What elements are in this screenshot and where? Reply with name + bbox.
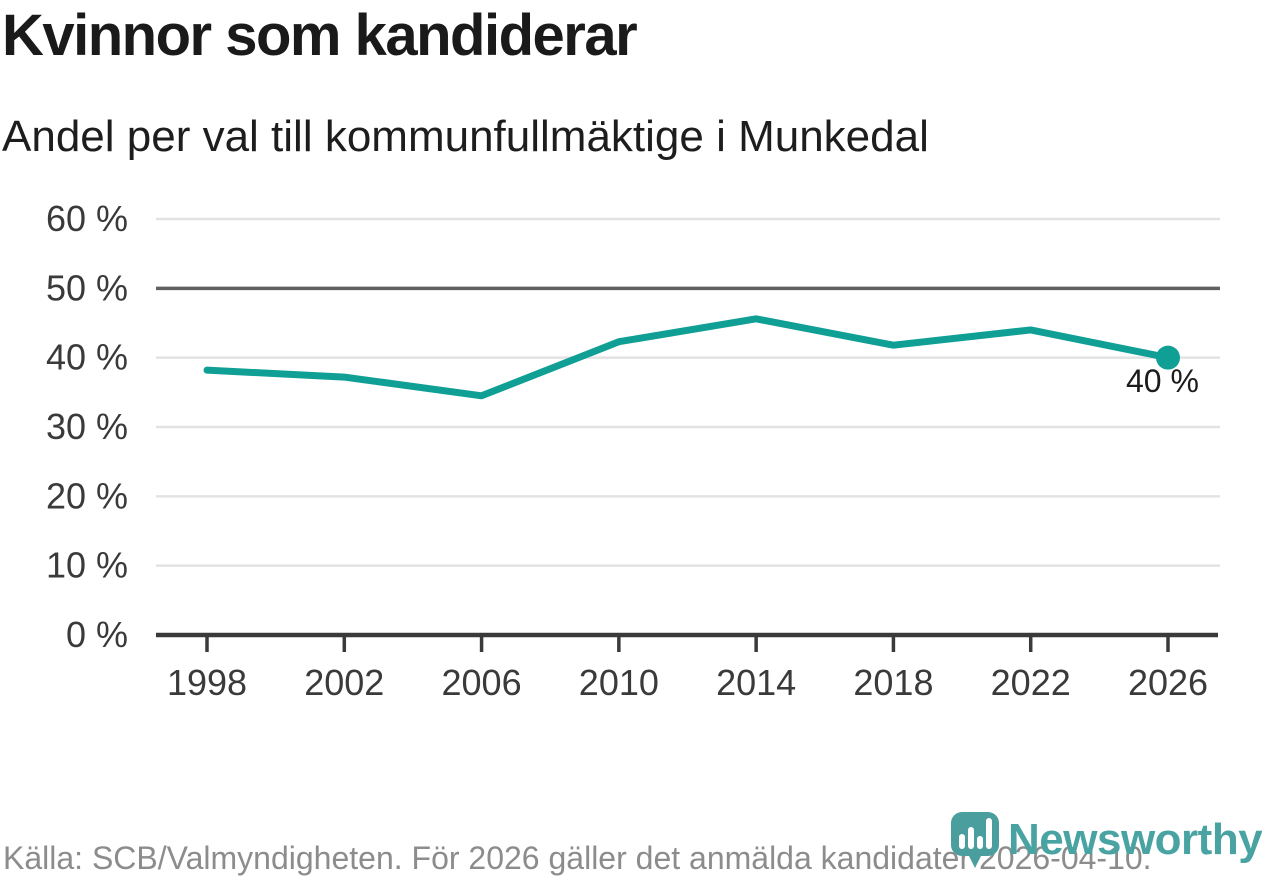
y-tick-label: 50 %	[46, 267, 128, 308]
newsworthy-speech-bubble-icon	[951, 812, 999, 868]
end-point-dot	[1156, 345, 1180, 370]
y-tick-label: 40 %	[46, 337, 128, 378]
x-tick-label: 2026	[1128, 662, 1208, 703]
y-tick-label: 30 %	[46, 406, 128, 447]
x-tick-label: 2006	[442, 662, 522, 703]
y-tick-label: 20 %	[46, 475, 128, 516]
page-title: Kvinnor som kandiderar	[2, 3, 638, 68]
y-tick-label: 0 %	[66, 614, 128, 655]
x-tick-label: 2018	[853, 662, 933, 703]
newsworthy-logo: Newsworthy	[950, 810, 1262, 870]
x-tick-label: 2002	[304, 662, 384, 703]
last-value-label: 40 %	[1126, 363, 1199, 399]
data-line	[203, 315, 1172, 400]
y-tick-label: 60 %	[46, 198, 128, 239]
x-tick-label: 2010	[579, 662, 659, 703]
y-tick-label: 10 %	[46, 545, 128, 586]
x-tick-label: 2014	[716, 662, 796, 703]
x-tick-label: 1998	[167, 662, 247, 703]
x-tick-label: 2022	[991, 662, 1071, 703]
newsworthy-wordmark: Newsworthy	[1008, 815, 1262, 864]
chart-subtitle: Andel per val till kommunfullmäktige i M…	[2, 112, 929, 161]
